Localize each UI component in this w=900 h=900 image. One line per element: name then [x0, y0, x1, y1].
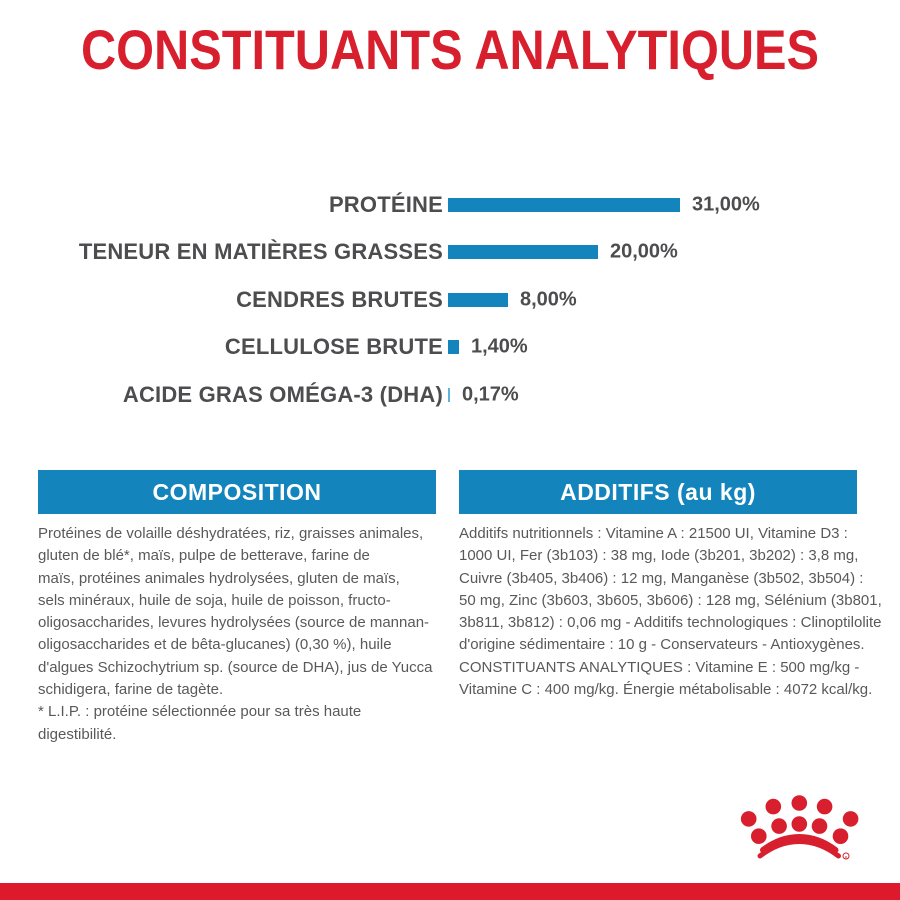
- svg-text:R: R: [845, 855, 848, 859]
